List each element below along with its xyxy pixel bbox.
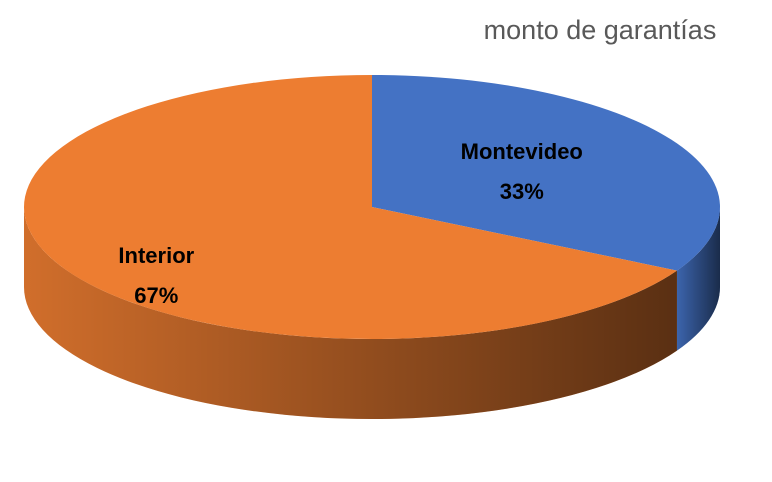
pie-slice bbox=[372, 75, 721, 271]
slice-value: 67% bbox=[134, 283, 178, 308]
pie-side-shade bbox=[23, 207, 677, 420]
slice-value: 33% bbox=[500, 179, 544, 204]
chart-title: monto de garantías bbox=[484, 15, 717, 45]
slice-label: Montevideo bbox=[461, 139, 583, 164]
slice-label: Interior bbox=[118, 243, 194, 268]
pie-side-shade bbox=[676, 207, 720, 351]
pie-slice bbox=[24, 75, 677, 339]
